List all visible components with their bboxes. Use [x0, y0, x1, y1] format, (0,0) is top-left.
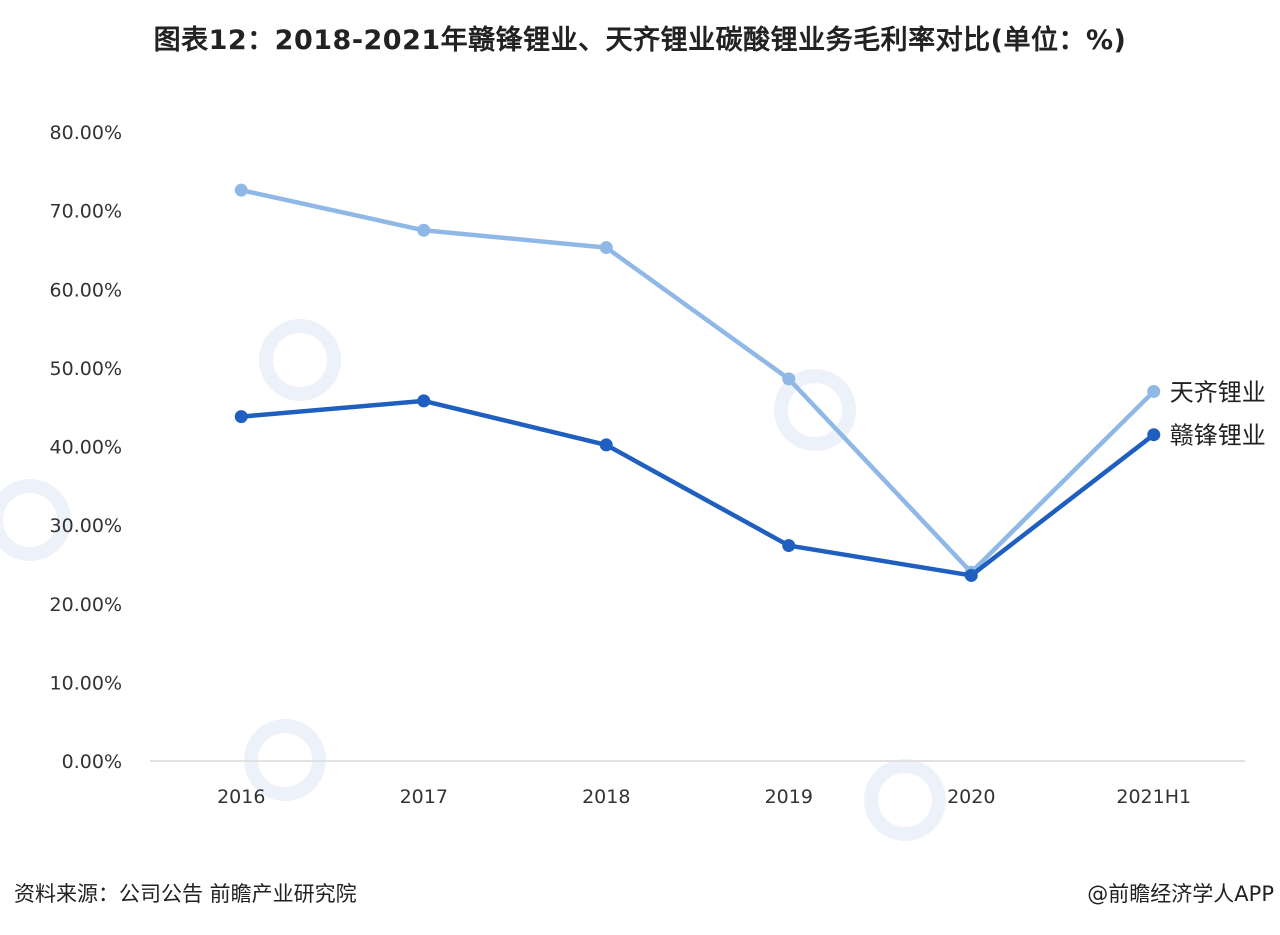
data-point	[1147, 428, 1161, 442]
y-tick-label: 20.00%	[50, 594, 122, 616]
y-tick-label: 70.00%	[50, 201, 122, 223]
data-point	[782, 372, 796, 386]
data-point	[234, 410, 248, 424]
watermark-logo-icon	[259, 319, 341, 401]
y-tick-label: 30.00%	[50, 515, 122, 537]
watermark-logo-icon	[864, 759, 946, 841]
watermark-logo-icon	[0, 479, 71, 561]
y-tick-label: 0.00%	[62, 751, 122, 773]
chart-title: 图表12：2018-2021年赣锋锂业、天齐锂业碳酸锂业务毛利率对比(单位：%)	[153, 25, 1127, 56]
series-label: 天齐锂业	[1170, 378, 1266, 406]
data-point	[599, 241, 613, 255]
x-tick-label: 2019	[765, 786, 813, 808]
source-note: 资料来源：公司公告 前瞻产业研究院	[14, 882, 357, 906]
credit-note: @前瞻经济学人APP	[1087, 882, 1274, 906]
watermark-layer	[0, 319, 946, 841]
data-point	[599, 438, 613, 452]
series-line-2	[239, 398, 1156, 578]
data-point	[417, 223, 431, 237]
y-tick-label: 50.00%	[50, 358, 122, 380]
series-line-1	[239, 187, 1156, 575]
x-tick-label: 2020	[947, 786, 995, 808]
watermark-logo-icon	[774, 369, 856, 451]
data-point	[964, 568, 978, 582]
x-tick-label: 2021H1	[1116, 786, 1191, 808]
y-axis-ticks: 0.00% 10.00% 20.00% 30.00% 40.00% 50.00% 60.00…	[50, 122, 122, 773]
x-tick-label: 2018	[582, 786, 630, 808]
y-tick-label: 40.00%	[50, 437, 122, 459]
watermark-logo-icon	[244, 719, 326, 801]
data-point	[234, 183, 248, 197]
y-tick-label: 80.00%	[50, 122, 122, 144]
x-axis-ticks: 2016 2017 2018 2019 2020 2021H1	[217, 786, 1191, 808]
x-tick-label: 2017	[400, 786, 448, 808]
y-tick-label: 10.00%	[50, 672, 122, 694]
y-tick-label: 60.00%	[50, 279, 122, 301]
series-label: 赣锋锂业	[1170, 422, 1266, 450]
x-tick-label: 2016	[217, 786, 265, 808]
data-point	[417, 394, 431, 408]
data-point	[1147, 384, 1161, 398]
data-point	[782, 539, 796, 553]
